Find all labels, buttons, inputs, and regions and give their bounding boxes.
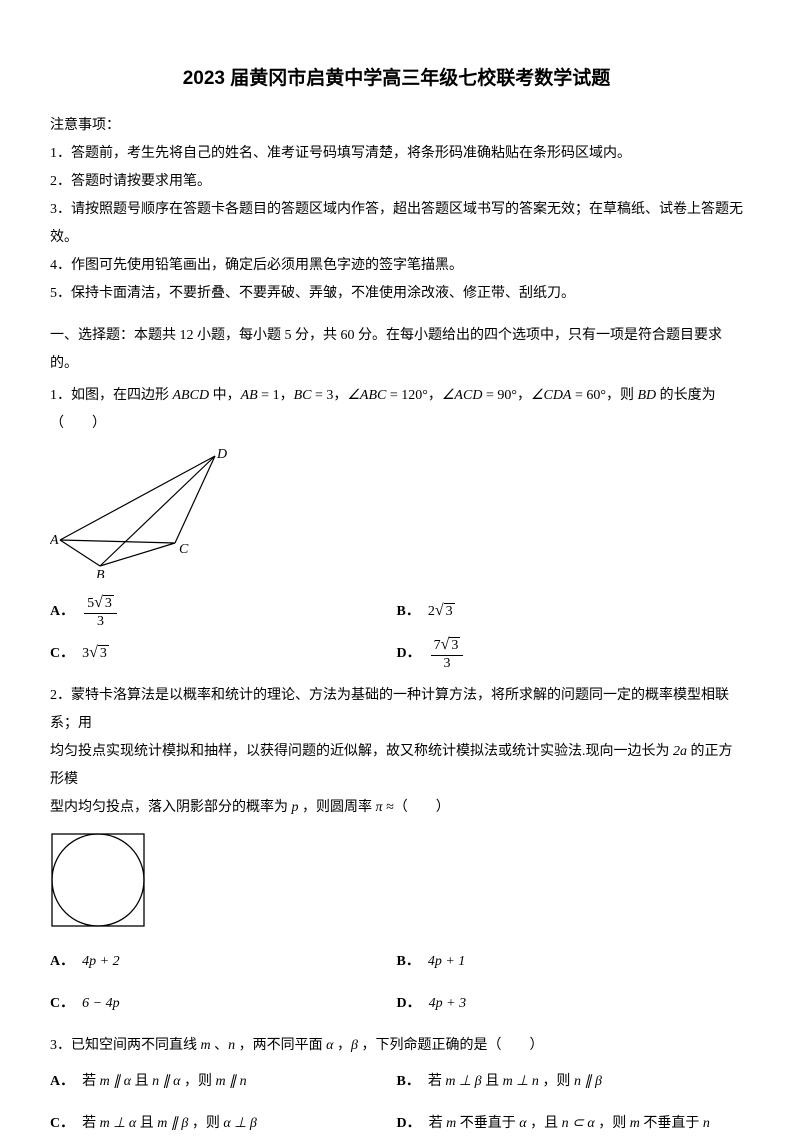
q1-option-d: D． 7√3 3 (397, 636, 744, 672)
q3-option-b: B． 若 m ⊥ β 且 m ⊥ n ，则 n ∥ β (397, 1064, 744, 1100)
q1-var: BD (638, 388, 657, 403)
sqrt-arg: 3 (103, 595, 114, 613)
q2-option-b: B． 4p + 1 (397, 944, 744, 980)
q1-var: ∠CDA (531, 388, 572, 403)
instruction-item: 1．答题前，考生先将自己的姓名、准考证号码填写清楚，将条形码准确粘贴在条形码区域… (50, 140, 743, 168)
q1-text: ， (428, 388, 442, 403)
q3-option-c: C． 若 m ⊥ α 且 m ∥ β ，则 α ⊥ β (50, 1106, 397, 1142)
option-label: B． (397, 1068, 420, 1096)
q1-options: A． 5√3 3 B． 2√3 C． 3√3 D． 7√3 3 (50, 594, 743, 678)
option-value: 3√3 (82, 640, 109, 668)
q1-eq: = 90° (482, 388, 517, 403)
sqrt-arg: 3 (449, 637, 460, 655)
q2-option-d: D． 4p + 3 (397, 986, 744, 1022)
q1-text: 1．如图，在四边形 (50, 388, 173, 403)
option-label: D． (397, 990, 421, 1018)
q1-text: ，则 (606, 388, 638, 403)
svg-text:D: D (216, 448, 227, 462)
q3-option-a: A． 若 m ∥ α 且 n ∥ α ，则 m ∥ n (50, 1064, 397, 1100)
option-value: 4p + 3 (429, 990, 466, 1018)
svg-text:A: A (50, 533, 59, 548)
q1-text: 中， (209, 388, 241, 403)
option-label: B． (397, 948, 420, 976)
q2-options: A． 4p + 2 B． 4p + 1 C． 6 − 4p D． 4p + 3 (50, 944, 743, 1028)
option-value: 6 − 4p (82, 990, 119, 1018)
instructions-list: 1．答题前，考生先将自己的姓名、准考证号码填写清楚，将条形码准确粘贴在条形码区域… (50, 140, 743, 308)
option-label: C． (50, 640, 74, 668)
svg-text:C: C (179, 542, 189, 557)
frac-num: 5 (87, 596, 94, 611)
frac-den: 3 (441, 656, 454, 671)
q3-options: A． 若 m ∥ α 且 n ∥ α ，则 m ∥ n B． 若 m ⊥ β 且… (50, 1064, 743, 1148)
q1-var: BC (294, 388, 312, 403)
q1-var: AB (241, 388, 258, 403)
section-heading: 一、选择题：本题共 12 小题，每小题 5 分，共 60 分。在每小题给出的四个… (50, 322, 743, 378)
instructions-heading: 注意事项： (50, 112, 743, 140)
instruction-item: 3．请按照题号顺序在答题卡各题目的答题区域内作答，超出答题区域书写的答案无效；在… (50, 196, 743, 252)
option-label: C． (50, 990, 74, 1018)
option-label: A． (50, 598, 74, 626)
fraction: 7√3 3 (431, 637, 464, 671)
page-title: 2023 届黄冈市启黄中学高三年级七校联考数学试题 (50, 60, 743, 98)
q1-var: ABCD (173, 388, 210, 403)
option-value: 2√3 (428, 598, 455, 626)
option-label: A． (50, 948, 74, 976)
q1-text: ， (333, 388, 347, 403)
frac-den: 3 (94, 614, 107, 629)
q1-figure: A B C D (50, 448, 743, 578)
option-value: 4p + 1 (428, 948, 465, 976)
q2-option-c: C． 6 − 4p (50, 986, 397, 1022)
q1-diagram: A B C D (50, 448, 230, 578)
q2-diagram (50, 832, 146, 928)
instruction-item: 2．答题时请按要求用笔。 (50, 168, 743, 196)
q2-line: 均匀投点实现统计模拟和抽样，以获得问题的近似解，故又称统计模拟法或统计实验法.现… (50, 738, 743, 794)
q1-text: ， (280, 388, 294, 403)
q1-option-b: B． 2√3 (397, 594, 744, 630)
option-value: 若 m ⊥ α 且 m ∥ β ，则 α ⊥ β (82, 1110, 257, 1138)
option-label: B． (397, 598, 420, 626)
instruction-item: 4．作图可先使用铅笔画出，确定后必须用黑色字迹的签字笔描黑。 (50, 252, 743, 280)
q1-option-c: C． 3√3 (50, 636, 397, 672)
q1-var: ∠ABC (347, 388, 386, 403)
question-3: 3．已知空间两不同直线 m 、n ，两不同平面 α ，β ，下列命题正确的是（ … (50, 1032, 743, 1060)
q3-option-d: D． 若 m 不垂直于 α ，且 n ⊂ α ，则 m 不垂直于 n (397, 1106, 744, 1142)
q2-option-a: A． 4p + 2 (50, 944, 397, 980)
option-label: D． (397, 640, 421, 668)
option-value: 若 m 不垂直于 α ，且 n ⊂ α ，则 m 不垂直于 n (429, 1110, 710, 1138)
option-label: D． (397, 1110, 421, 1138)
option-label: A． (50, 1068, 74, 1096)
q2-line: 型内均匀投点，落入阴影部分的概率为 p ，则圆周率 π ≈（ ） (50, 794, 743, 822)
q1-var: ∠ACD (442, 388, 483, 403)
question-1: 1．如图，在四边形 ABCD 中，AB = 1，BC = 3，∠ABC = 12… (50, 382, 743, 438)
option-label: C． (50, 1110, 74, 1138)
q1-eq: = 3 (311, 388, 333, 403)
q1-eq: = 60° (572, 388, 607, 403)
frac-num: 7 (434, 638, 441, 653)
question-2: 2．蒙特卡洛算法是以概率和统计的理论、方法为基础的一种计算方法，将所求解的问题同… (50, 682, 743, 822)
option-value: 若 m ∥ α 且 n ∥ α ，则 m ∥ n (82, 1068, 246, 1096)
instruction-item: 5．保持卡面清洁，不要折叠、不要弄破、弄皱，不准使用涂改液、修正带、刮纸刀。 (50, 280, 743, 308)
q2-line: 2．蒙特卡洛算法是以概率和统计的理论、方法为基础的一种计算方法，将所求解的问题同… (50, 682, 743, 738)
q1-eq: = 120° (386, 388, 428, 403)
option-value: 若 m ⊥ β 且 m ⊥ n ，则 n ∥ β (428, 1068, 602, 1096)
q2-figure (50, 832, 743, 928)
fraction: 5√3 3 (84, 595, 117, 629)
q1-text: ， (517, 388, 531, 403)
option-value: 4p + 2 (82, 948, 119, 976)
q1-option-a: A． 5√3 3 (50, 594, 397, 630)
svg-text:B: B (96, 568, 105, 578)
q1-eq: = 1 (258, 388, 280, 403)
